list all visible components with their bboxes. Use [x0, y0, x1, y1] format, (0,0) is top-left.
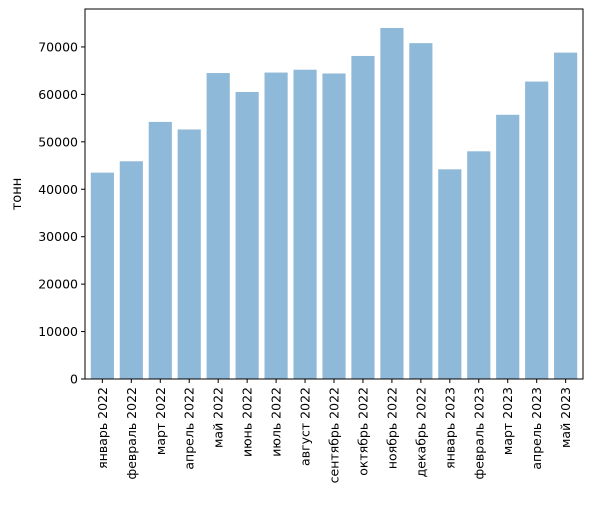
bar-7 — [264, 72, 288, 380]
bar-8 — [293, 69, 317, 379]
x-tick-label-16: апрель 2023 — [529, 387, 544, 470]
x-tick-label-2: февраль 2022 — [124, 387, 139, 479]
bars-group — [90, 27, 578, 380]
bar-6 — [235, 92, 259, 379]
bar-2 — [119, 161, 143, 379]
x-tick-label-4: апрель 2022 — [182, 387, 197, 470]
x-tick-label-1: январь 2022 — [95, 387, 110, 469]
bar-14 — [467, 151, 491, 379]
bar-3 — [148, 121, 172, 380]
y-tick-label-2: 10000 — [38, 324, 78, 339]
x-tick-label-6: июнь 2022 — [240, 387, 255, 457]
bar-4 — [177, 129, 201, 379]
x-tick-label-8: август 2022 — [298, 387, 313, 466]
plot-frame — [84, 8, 584, 380]
bar-17 — [554, 52, 578, 380]
bar-12 — [409, 43, 433, 380]
x-tick-label-9: сентябрь 2022 — [327, 387, 342, 483]
bar-16 — [525, 81, 549, 380]
bar-1 — [90, 172, 114, 379]
bar-9 — [322, 73, 346, 379]
y-tick-label-8: 70000 — [38, 39, 78, 54]
bar-13 — [438, 169, 462, 379]
bar-11 — [380, 27, 404, 379]
x-tick-label-13: январь 2023 — [442, 387, 457, 469]
x-tick-label-5: май 2022 — [211, 387, 226, 448]
bar-5 — [206, 73, 230, 380]
x-tick-label-11: ноябрь 2022 — [384, 387, 399, 469]
x-axis: январь 2022 февраль 2022 март 2022 апрель 2… — [95, 379, 573, 483]
y-tick-label-1: 0 — [70, 372, 78, 387]
x-tick-label-3: март 2022 — [153, 387, 168, 455]
y-tick-label-3: 20000 — [38, 277, 78, 292]
bar-15 — [496, 114, 520, 380]
x-tick-label-10: октябрь 2022 — [355, 387, 370, 476]
x-tick-label-15: март 2023 — [500, 387, 515, 455]
x-tick-label-14: февраль 2023 — [471, 387, 486, 479]
y-axis: 0 10000 20000 30000 40000 50000 60000 70000 — [38, 39, 85, 387]
y-tick-label-4: 30000 — [38, 229, 78, 244]
x-tick-label-17: май 2023 — [558, 387, 573, 448]
x-tick-label-7: июль 2022 — [269, 387, 284, 457]
bar-10 — [351, 55, 375, 379]
x-tick-label-12: декабрь 2022 — [413, 387, 428, 477]
y-tick-label-7: 60000 — [38, 87, 78, 102]
y-tick-label-5: 40000 — [38, 182, 78, 197]
y-axis-label: тонн — [10, 178, 25, 211]
y-tick-label-6: 50000 — [38, 134, 78, 149]
